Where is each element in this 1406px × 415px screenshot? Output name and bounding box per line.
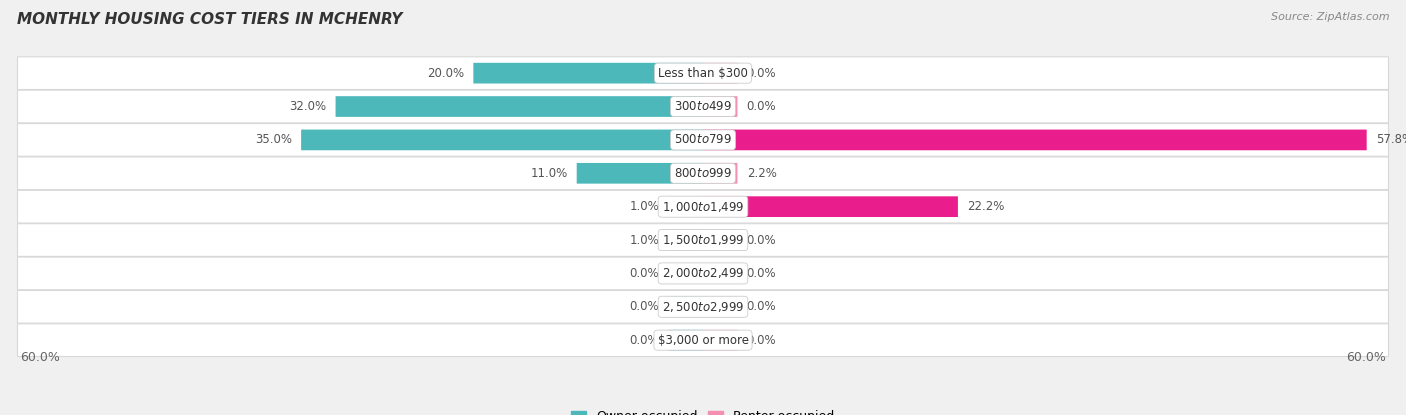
Text: 2.2%: 2.2% <box>747 167 776 180</box>
Text: $800 to $999: $800 to $999 <box>673 167 733 180</box>
FancyBboxPatch shape <box>669 296 703 317</box>
FancyBboxPatch shape <box>17 290 1389 323</box>
Text: MONTHLY HOUSING COST TIERS IN MCHENRY: MONTHLY HOUSING COST TIERS IN MCHENRY <box>17 12 402 27</box>
FancyBboxPatch shape <box>301 129 703 150</box>
Text: 57.8%: 57.8% <box>1376 133 1406 146</box>
Text: 32.0%: 32.0% <box>290 100 326 113</box>
FancyBboxPatch shape <box>474 63 703 83</box>
FancyBboxPatch shape <box>669 229 703 250</box>
Text: 0.0%: 0.0% <box>747 300 776 313</box>
Text: 60.0%: 60.0% <box>20 351 59 364</box>
FancyBboxPatch shape <box>703 63 738 83</box>
FancyBboxPatch shape <box>336 96 703 117</box>
Text: 0.0%: 0.0% <box>747 67 776 80</box>
Text: 1.0%: 1.0% <box>630 234 659 247</box>
Legend: Owner-occupied, Renter-occupied: Owner-occupied, Renter-occupied <box>567 405 839 415</box>
Text: 0.0%: 0.0% <box>747 334 776 347</box>
Text: 0.0%: 0.0% <box>747 100 776 113</box>
Text: $1,000 to $1,499: $1,000 to $1,499 <box>662 200 744 214</box>
FancyBboxPatch shape <box>703 330 738 351</box>
Text: $2,000 to $2,499: $2,000 to $2,499 <box>662 266 744 281</box>
Text: 0.0%: 0.0% <box>747 267 776 280</box>
Text: $500 to $799: $500 to $799 <box>673 133 733 146</box>
Text: 35.0%: 35.0% <box>254 133 292 146</box>
Text: 0.0%: 0.0% <box>630 300 659 313</box>
FancyBboxPatch shape <box>17 57 1389 90</box>
FancyBboxPatch shape <box>17 190 1389 223</box>
Text: 22.2%: 22.2% <box>967 200 1004 213</box>
FancyBboxPatch shape <box>17 157 1389 190</box>
FancyBboxPatch shape <box>703 96 738 117</box>
FancyBboxPatch shape <box>703 296 738 317</box>
FancyBboxPatch shape <box>17 124 1389 156</box>
Text: 0.0%: 0.0% <box>630 334 659 347</box>
Text: $1,500 to $1,999: $1,500 to $1,999 <box>662 233 744 247</box>
FancyBboxPatch shape <box>17 257 1389 290</box>
FancyBboxPatch shape <box>669 196 703 217</box>
Text: Source: ZipAtlas.com: Source: ZipAtlas.com <box>1271 12 1389 22</box>
FancyBboxPatch shape <box>703 229 738 250</box>
FancyBboxPatch shape <box>669 330 703 351</box>
FancyBboxPatch shape <box>17 90 1389 123</box>
Text: 60.0%: 60.0% <box>1347 351 1386 364</box>
Text: 20.0%: 20.0% <box>427 67 464 80</box>
FancyBboxPatch shape <box>669 263 703 284</box>
Text: $300 to $499: $300 to $499 <box>673 100 733 113</box>
FancyBboxPatch shape <box>17 224 1389 256</box>
FancyBboxPatch shape <box>703 129 1367 150</box>
Text: $2,500 to $2,999: $2,500 to $2,999 <box>662 300 744 314</box>
Text: 11.0%: 11.0% <box>530 167 568 180</box>
Text: 0.0%: 0.0% <box>747 234 776 247</box>
FancyBboxPatch shape <box>17 324 1389 356</box>
Text: Less than $300: Less than $300 <box>658 67 748 80</box>
FancyBboxPatch shape <box>703 263 738 284</box>
Text: 1.0%: 1.0% <box>630 200 659 213</box>
Text: 0.0%: 0.0% <box>630 267 659 280</box>
FancyBboxPatch shape <box>576 163 703 183</box>
Text: $3,000 or more: $3,000 or more <box>658 334 748 347</box>
FancyBboxPatch shape <box>703 196 957 217</box>
FancyBboxPatch shape <box>703 163 738 183</box>
